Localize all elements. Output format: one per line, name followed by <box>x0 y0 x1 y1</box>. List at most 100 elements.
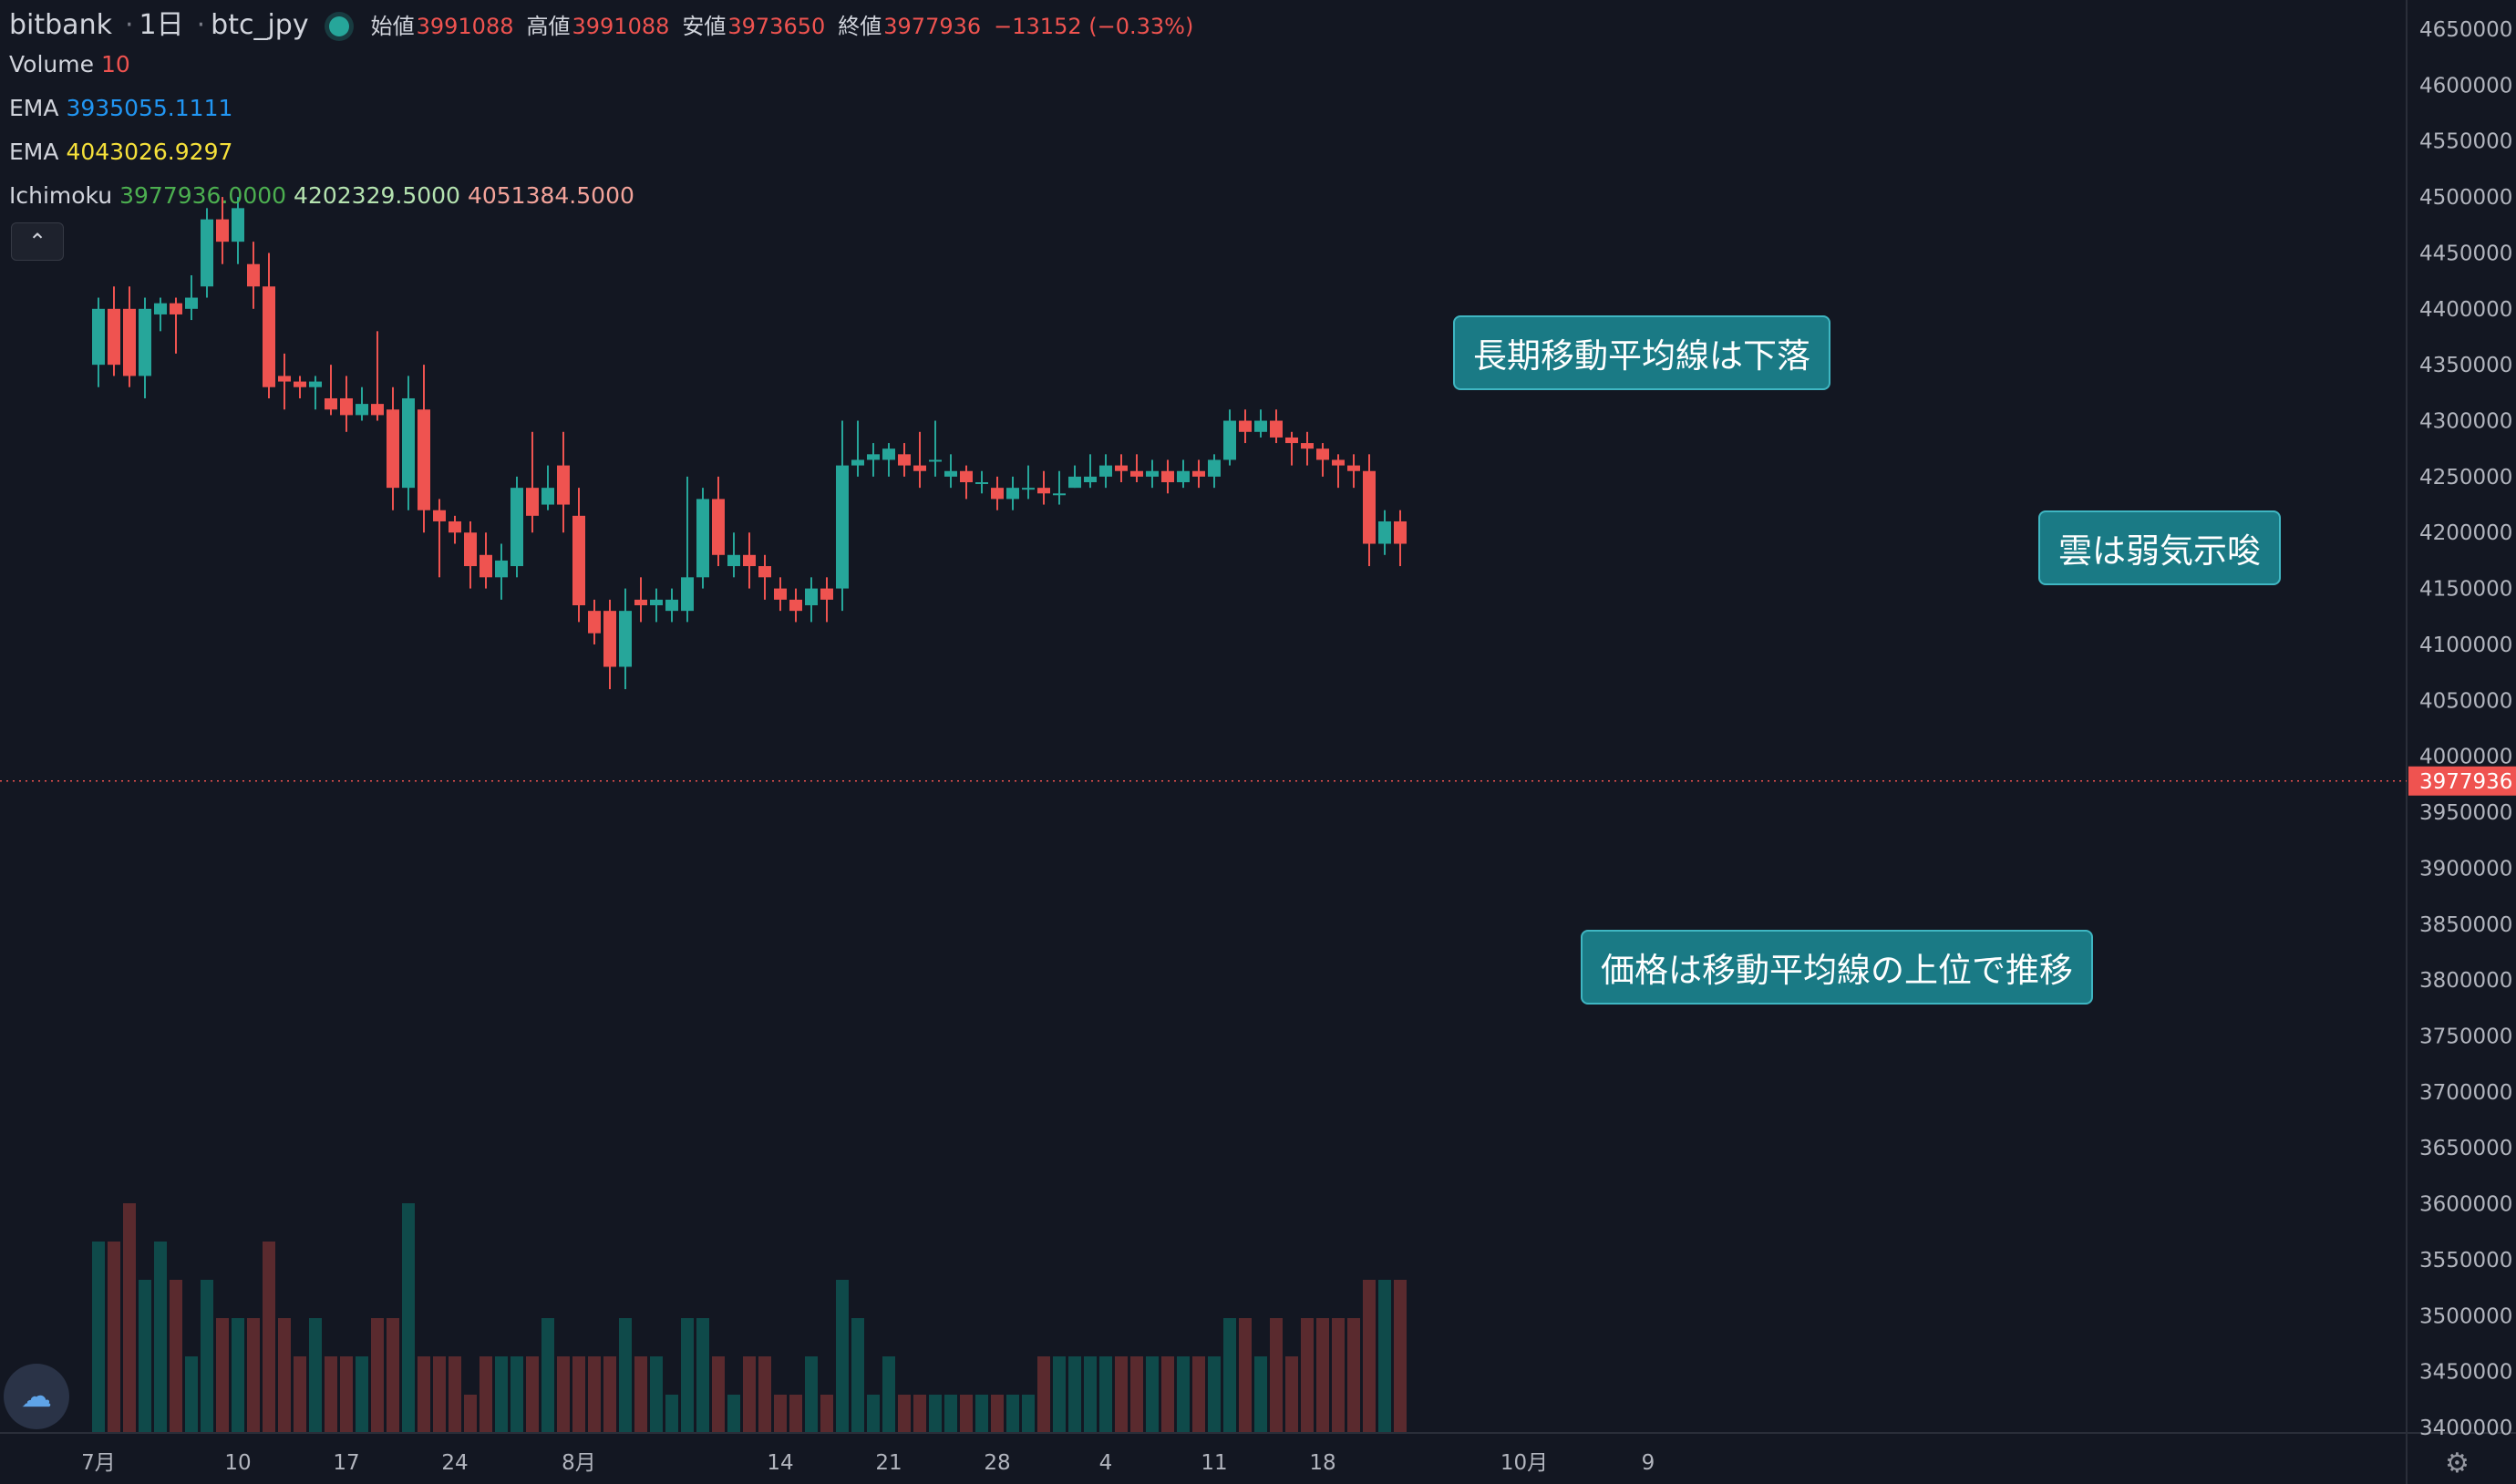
volume-bar <box>588 1356 601 1433</box>
volume-bar <box>1254 1356 1267 1433</box>
candle-body <box>619 611 632 667</box>
time-tick-label: 7月 <box>81 1451 116 1475</box>
volume-bar <box>418 1356 430 1433</box>
time-tick-label: 4 <box>1099 1451 1113 1475</box>
collapse-legend-button[interactable]: ⌃ <box>11 222 64 261</box>
volume-name: Volume <box>9 51 94 77</box>
volume-bar <box>309 1318 322 1433</box>
candle-body <box>325 397 337 410</box>
candle-body <box>402 397 415 489</box>
ema-fast-value: 3935055.1111 <box>66 95 233 121</box>
legend-ichimoku[interactable]: Ichimoku 3977936.0000 4202329.5000 4051384.… <box>9 182 642 209</box>
change-value: −13152 (−0.33%) <box>994 14 1194 39</box>
volume-bar <box>619 1318 632 1433</box>
time-tick-label: 10月 <box>1500 1451 1548 1475</box>
volume-bar <box>449 1356 461 1433</box>
candle-body <box>1177 470 1190 483</box>
volume-bar <box>510 1356 523 1433</box>
price-tick-label: 4450000 <box>2419 242 2512 265</box>
candle-body <box>449 520 461 533</box>
volume-bar <box>387 1318 399 1433</box>
volume-bar <box>263 1242 275 1433</box>
candle-body <box>820 588 833 600</box>
volume-bar <box>1332 1318 1345 1433</box>
volume-bar <box>944 1395 957 1433</box>
price-tick-label: 4400000 <box>2419 298 2512 322</box>
volume-bar <box>681 1318 694 1433</box>
volume-value: 10 <box>100 51 130 77</box>
price-tick-label: 4600000 <box>2419 74 2512 98</box>
candle-body <box>278 376 291 382</box>
volume-bar <box>1022 1395 1035 1433</box>
legend-ema-fast[interactable]: EMA 3935055.1111 <box>9 95 240 121</box>
market-status-icon <box>328 15 349 36</box>
tradingview-logo-icon[interactable]: ☁ <box>4 1364 69 1429</box>
volume-bar <box>805 1356 818 1433</box>
candle-body <box>263 286 275 387</box>
volume-bar <box>1347 1318 1360 1433</box>
candle-body <box>789 599 802 612</box>
volume-bar <box>464 1395 477 1433</box>
price-tick-label: 4550000 <box>2419 130 2512 154</box>
open-value: 3991088 <box>416 14 514 39</box>
price-tick-label: 4100000 <box>2419 634 2512 657</box>
price-tick-label: 3450000 <box>2419 1361 2512 1385</box>
callout-cloud: 雲は弱気示唆 <box>2038 510 2281 585</box>
interval-label[interactable]: 1日 <box>139 9 184 41</box>
legend-ema-slow[interactable]: EMA 4043026.9297 <box>9 139 240 165</box>
volume-bar <box>1363 1280 1376 1433</box>
volume-bar <box>216 1318 229 1433</box>
volume-pane <box>92 1203 1407 1433</box>
candle-body <box>665 599 678 612</box>
candle-body <box>712 499 725 555</box>
volume-bar <box>960 1395 973 1433</box>
volume-bar <box>650 1356 663 1433</box>
volume-bar <box>696 1318 709 1433</box>
volume-bar <box>1270 1318 1283 1433</box>
volume-bar <box>232 1318 244 1433</box>
volume-bar <box>1099 1356 1112 1433</box>
symbol-name[interactable]: btc_jpy <box>211 9 309 41</box>
exchange-name[interactable]: bitbank <box>9 9 112 41</box>
volume-bar <box>1316 1318 1329 1433</box>
candles <box>92 197 1407 690</box>
price-tick-label: 4500000 <box>2419 186 2512 210</box>
candle-body <box>913 465 926 471</box>
volume-bar <box>1161 1356 1174 1433</box>
price-tick-label: 3750000 <box>2419 1025 2512 1048</box>
legend-volume[interactable]: Volume 10 <box>9 51 138 77</box>
candle-body <box>1301 443 1314 449</box>
time-axis: 7月 10 17 24 8月 14 21 28 4 11 18 10月 9 <box>81 1451 1655 1475</box>
volume-bar <box>1223 1318 1236 1433</box>
candle-body <box>247 263 260 287</box>
volume-bar <box>1394 1280 1407 1433</box>
candle-body <box>495 560 508 578</box>
candle-body <box>1130 470 1143 477</box>
volume-bar <box>541 1318 554 1433</box>
volume-bar <box>340 1356 353 1433</box>
time-tick-label: 24 <box>441 1451 468 1475</box>
price-pane <box>92 197 1407 1433</box>
volume-bar <box>154 1242 167 1433</box>
volume-bar <box>356 1356 368 1433</box>
candle-body <box>650 599 663 606</box>
candle-body <box>975 482 988 485</box>
candle-body <box>727 554 740 567</box>
candle-body <box>1115 465 1128 471</box>
callout-price: 価格は移動平均線の上位で推移 <box>1581 930 2093 1005</box>
price-tick-label: 3700000 <box>2419 1081 2512 1105</box>
callout-long-ma: 長期移動平均線は下落 <box>1453 315 1830 390</box>
volume-bar <box>1285 1356 1298 1433</box>
time-tick-label: 17 <box>333 1451 359 1475</box>
candle-body <box>1037 488 1050 494</box>
candle-body <box>1316 448 1329 460</box>
volume-bar <box>1053 1356 1066 1433</box>
volume-bar <box>1037 1356 1050 1433</box>
gear-icon[interactable]: ⚙ <box>2445 1448 2470 1479</box>
candle-body <box>1068 476 1081 489</box>
candle-body <box>479 554 492 578</box>
ichimoku-value-2: 4202329.5000 <box>294 182 460 209</box>
candle-body <box>108 308 120 366</box>
ema-slow-value: 4043026.9297 <box>66 139 233 165</box>
